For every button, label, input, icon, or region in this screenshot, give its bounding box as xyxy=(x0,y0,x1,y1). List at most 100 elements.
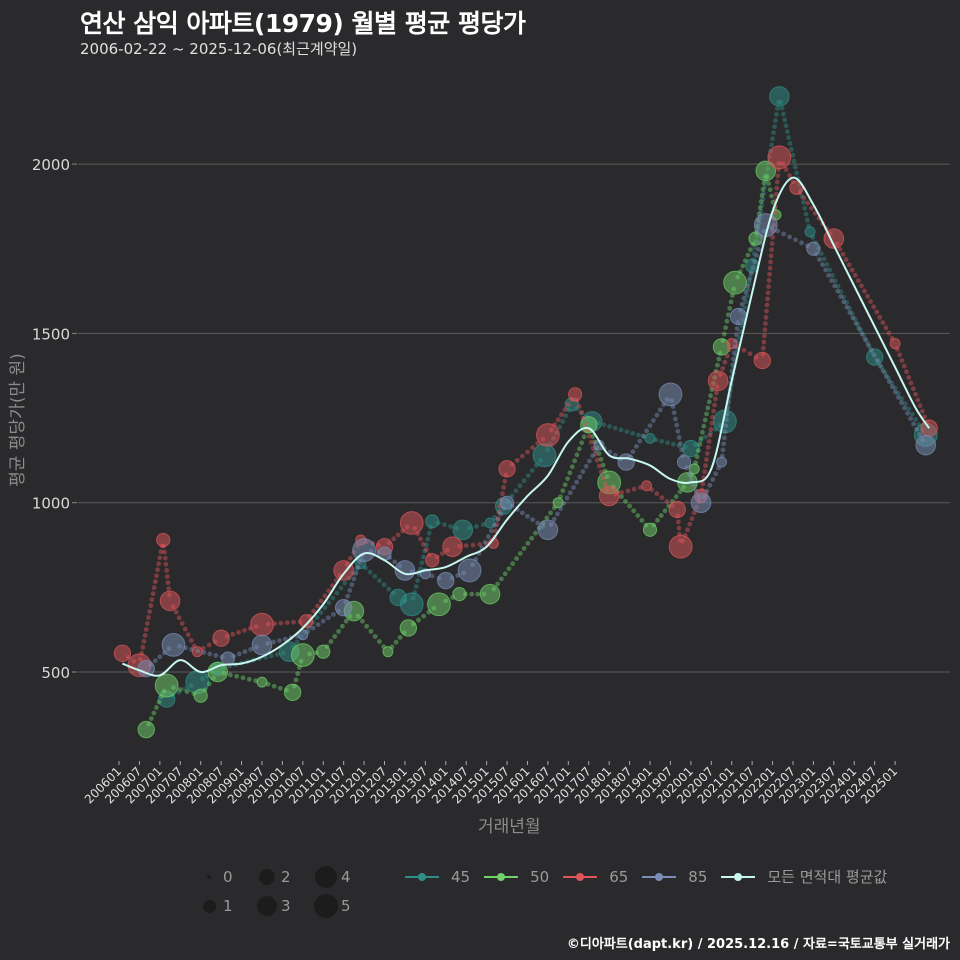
data-bubble[interactable] xyxy=(113,644,132,663)
data-bubble[interactable] xyxy=(442,536,463,558)
legend-item-45[interactable]: 45 xyxy=(405,868,470,886)
data-bubble[interactable] xyxy=(334,598,353,617)
data-bubble[interactable] xyxy=(753,351,772,370)
data-bubble[interactable] xyxy=(193,688,208,703)
data-bubble[interactable] xyxy=(552,497,564,509)
size-legend-label: 1 xyxy=(223,897,233,915)
data-bubble[interactable] xyxy=(668,500,686,519)
data-bubble[interactable] xyxy=(220,651,236,666)
size-legend-circle xyxy=(195,899,223,913)
size-legend-circle xyxy=(195,875,223,879)
data-bubble[interactable] xyxy=(191,646,203,658)
data-bubble[interactable] xyxy=(568,387,583,402)
legend-label: 85 xyxy=(688,867,708,886)
data-bubble[interactable] xyxy=(457,558,482,583)
legend-item-85[interactable]: 85 xyxy=(642,868,707,886)
size-legend-circle xyxy=(253,896,281,916)
data-bubble[interactable] xyxy=(207,661,229,683)
data-bubble[interactable] xyxy=(716,456,728,468)
data-bubble[interactable] xyxy=(333,560,354,581)
y-tick-label: 500 xyxy=(41,664,70,682)
data-bubble[interactable] xyxy=(767,145,792,170)
data-bubble[interactable] xyxy=(723,270,748,295)
data-bubble[interactable] xyxy=(644,432,656,444)
legend-label: 45 xyxy=(451,867,471,886)
data-bubble[interactable] xyxy=(484,517,496,529)
legend-item-모든 면적대 평균값[interactable]: 모든 면적대 평균값 xyxy=(721,866,887,887)
data-bubble[interactable] xyxy=(290,643,315,667)
size-legend-circle xyxy=(253,869,281,885)
chart-title: 연산 삼익 아파트(1979) 월별 평균 평당가 xyxy=(80,9,526,38)
data-bubble[interactable] xyxy=(154,673,179,698)
size-legend-label: 5 xyxy=(341,897,351,915)
data-bubble[interactable] xyxy=(299,614,314,629)
data-bubble[interactable] xyxy=(769,86,790,107)
footer-credit: ©디아파트(dapt.kr) / 2025.12.16 / 자료=국토교통부 실… xyxy=(566,937,950,952)
data-bubble[interactable] xyxy=(352,538,376,563)
series-45 xyxy=(157,86,938,708)
data-bubble[interactable] xyxy=(499,495,515,510)
data-bubble[interactable] xyxy=(452,519,474,541)
data-bubble[interactable] xyxy=(399,619,418,637)
series-65 xyxy=(113,145,938,678)
data-bubble[interactable] xyxy=(865,348,884,366)
data-bubble[interactable] xyxy=(161,633,186,657)
data-bubble[interactable] xyxy=(889,338,901,350)
y-tick-label: 1000 xyxy=(32,495,70,513)
data-bubble[interactable] xyxy=(479,583,501,605)
data-bubble[interactable] xyxy=(297,629,309,641)
average-line xyxy=(122,176,930,677)
data-bubble[interactable] xyxy=(690,492,712,514)
data-bubble[interactable] xyxy=(212,629,230,647)
legend-item-65[interactable]: 65 xyxy=(563,868,628,886)
data-bubble[interactable] xyxy=(617,453,635,471)
legend-line-icon xyxy=(721,872,756,881)
data-bubble[interactable] xyxy=(804,226,816,238)
data-bubble[interactable] xyxy=(437,571,455,590)
data-bubble[interactable] xyxy=(598,485,620,507)
series-legend: 45 50 65 85 모든 면적대 평균값 xyxy=(405,866,887,887)
data-bubble[interactable] xyxy=(159,590,181,612)
data-bubble[interactable] xyxy=(658,382,683,407)
data-bubble[interactable] xyxy=(915,434,937,456)
data-bubble[interactable] xyxy=(137,659,155,678)
data-bubble[interactable] xyxy=(427,592,451,617)
data-bubble[interactable] xyxy=(156,532,171,548)
data-bubble[interactable] xyxy=(537,519,559,541)
data-bubble[interactable] xyxy=(668,534,693,559)
y-tick-label: 2000 xyxy=(32,156,70,174)
data-bubble[interactable] xyxy=(251,634,273,656)
data-bubble[interactable] xyxy=(316,644,331,659)
data-bubble[interactable] xyxy=(394,560,416,581)
data-bubble[interactable] xyxy=(399,592,424,617)
data-bubble[interactable] xyxy=(748,231,763,246)
data-bubble[interactable] xyxy=(498,460,516,478)
data-bubble[interactable] xyxy=(283,683,302,702)
data-bubble[interactable] xyxy=(399,511,424,535)
data-bubble[interactable] xyxy=(726,338,738,350)
size-legend-circle xyxy=(311,894,341,918)
data-bubble[interactable] xyxy=(425,514,440,529)
data-bubble[interactable] xyxy=(137,720,155,739)
data-bubble[interactable] xyxy=(688,463,700,475)
legend-item-50[interactable]: 50 xyxy=(484,868,549,886)
data-bubble[interactable] xyxy=(425,553,440,568)
legend-label: 모든 면적대 평균값 xyxy=(767,868,888,886)
data-bubble[interactable] xyxy=(536,423,560,447)
data-bubble[interactable] xyxy=(250,612,274,637)
data-bubble[interactable] xyxy=(676,454,692,470)
data-bubble[interactable] xyxy=(806,241,821,256)
data-bubble[interactable] xyxy=(382,646,394,658)
data-bubble[interactable] xyxy=(641,480,653,492)
size-legend-circle xyxy=(311,866,341,888)
data-bubble[interactable] xyxy=(707,370,729,392)
data-bubble[interactable] xyxy=(256,676,268,688)
data-bubble[interactable] xyxy=(755,160,777,182)
size-legend-label: 4 xyxy=(341,868,351,886)
legend-line-icon xyxy=(484,872,519,881)
data-bubble[interactable] xyxy=(532,443,557,468)
data-bubble[interactable] xyxy=(682,439,700,458)
data-bubble[interactable] xyxy=(642,522,658,537)
data-bubble[interactable] xyxy=(452,587,467,602)
